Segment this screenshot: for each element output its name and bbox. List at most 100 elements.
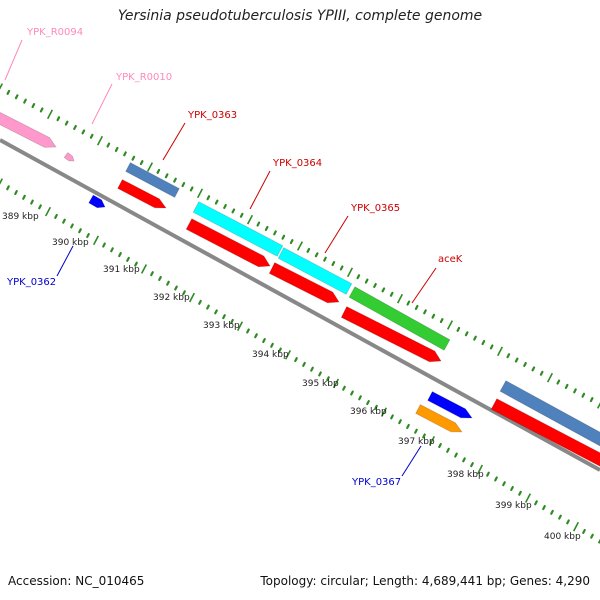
tick-mark <box>6 89 11 95</box>
kbp-label: 395 kbp <box>302 379 339 389</box>
kbp-label: 392 kbp <box>153 293 190 303</box>
tick-mark <box>140 264 148 274</box>
tick-mark <box>582 528 586 534</box>
tick-mark <box>289 239 294 245</box>
tick-mark <box>373 282 377 289</box>
tick-mark <box>550 509 554 515</box>
tick-mark <box>223 203 227 210</box>
tick-mark <box>539 370 544 376</box>
tick-mark <box>339 265 344 271</box>
genome-stats-text: Topology: circular; Length: 4,689,441 bp… <box>260 574 590 588</box>
tick-mark <box>281 234 286 240</box>
tick-mark <box>589 397 594 403</box>
leader-line <box>411 267 437 304</box>
tick-mark <box>558 514 562 520</box>
tick-mark <box>206 304 210 310</box>
tick-mark <box>14 190 18 196</box>
gene-feature-orange <box>415 404 463 433</box>
tick-mark <box>56 116 61 122</box>
kbp-label: 396 kbp <box>350 407 387 417</box>
tick-mark <box>473 335 477 341</box>
tick-mark <box>206 195 211 201</box>
gene-label: YPK_R0010 <box>115 72 172 83</box>
tick-mark <box>342 385 346 391</box>
tick-mark <box>126 256 130 262</box>
tick-mark <box>174 285 178 291</box>
kbp-label: 394 kbp <box>252 350 289 360</box>
tick-mark <box>114 146 119 152</box>
tick-mark <box>310 366 314 372</box>
tick-mark <box>54 213 58 219</box>
gene-label: YPK_R0094 <box>26 27 83 38</box>
tick-mark <box>356 274 361 280</box>
tick-mark <box>182 290 186 296</box>
tick-mark <box>64 120 69 126</box>
cds-feature <box>340 306 442 363</box>
gene-label: YPK_0362 <box>6 277 56 288</box>
tick-mark <box>214 199 219 205</box>
tick-mark <box>273 230 277 236</box>
kbp-label: 398 kbp <box>447 470 484 480</box>
tick-mark <box>89 133 94 139</box>
tick-mark <box>464 331 469 337</box>
tick-mark <box>230 318 234 324</box>
tick-mark <box>256 221 261 227</box>
gene-feature-green <box>348 286 451 351</box>
gene-feature-blue <box>88 194 106 209</box>
rna-feature <box>0 111 57 148</box>
leader-line <box>162 122 186 161</box>
tick-mark <box>222 314 226 320</box>
tick-mark <box>518 490 522 496</box>
gene-label: YPK_0363 <box>187 110 237 121</box>
tick-mark <box>0 83 4 90</box>
tick-mark <box>476 464 484 475</box>
cds-feature <box>490 398 600 467</box>
tick-mark <box>62 218 66 224</box>
tick-mark <box>0 178 4 185</box>
tick-mark <box>254 333 258 339</box>
tick-mark <box>81 129 86 135</box>
tick-mark <box>246 214 254 225</box>
tick-mark <box>198 299 202 305</box>
tick-mark <box>398 419 402 425</box>
tick-mark <box>92 235 100 246</box>
tick-mark <box>486 471 490 477</box>
tick-mark <box>590 533 594 539</box>
tick-mark <box>96 135 104 146</box>
backbone-line <box>0 138 600 472</box>
tick-mark <box>406 423 410 429</box>
tick-mark <box>264 225 269 231</box>
gene-feature-cyan <box>192 201 284 257</box>
rna-feature-small <box>63 152 75 162</box>
tick-mark <box>106 142 111 148</box>
tick-mark <box>414 304 419 310</box>
tick-mark <box>39 107 44 113</box>
tick-mark <box>73 124 77 131</box>
tick-mark <box>236 321 244 331</box>
tick-mark <box>134 261 138 267</box>
tick-mark <box>156 168 161 174</box>
tick-mark <box>110 247 114 253</box>
tick-mark <box>439 318 444 324</box>
tick-mark <box>573 388 577 394</box>
gene-feature-steelblue <box>499 380 600 447</box>
tick-mark <box>86 232 90 239</box>
gene-feature-blue <box>427 391 473 419</box>
tick-mark <box>456 326 461 332</box>
tick-mark <box>506 353 511 359</box>
tick-mark <box>481 340 486 346</box>
tick-mark <box>358 395 362 401</box>
kbp-label: 391 kbp <box>103 265 140 275</box>
leader-line <box>4 39 23 81</box>
tick-mark <box>164 173 169 179</box>
kbp-scale-labels: 389 kbp 390 kbp 391 kbp 392 kbp 393 kbp 394 k… <box>2 212 581 542</box>
tick-mark <box>166 280 170 286</box>
tick-mark <box>396 293 404 304</box>
accession-text: Accession: NC_010465 <box>8 574 145 588</box>
cds-feature <box>117 179 167 209</box>
kbp-label: 397 kbp <box>398 437 435 447</box>
tick-mark <box>326 376 330 382</box>
tick-mark <box>564 383 569 389</box>
tick-mark <box>302 361 306 367</box>
tick-mark <box>158 275 162 281</box>
